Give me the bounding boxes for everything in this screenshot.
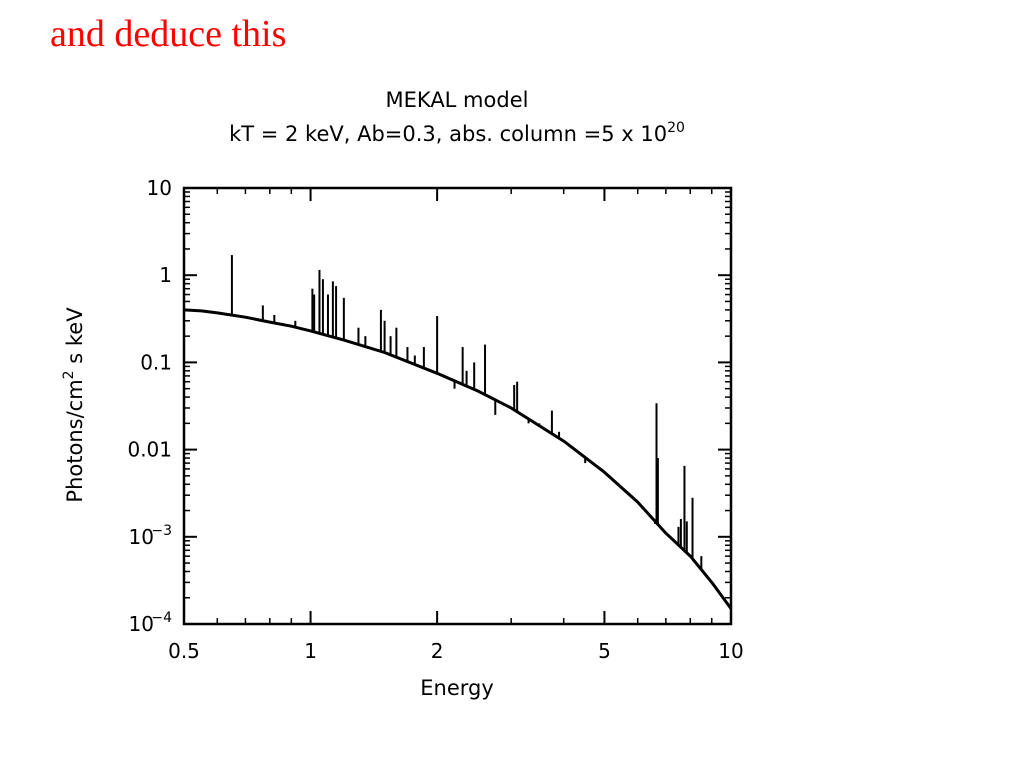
y-tick-label: 10 [147, 176, 172, 200]
y-tick-label-exponent: −4 [151, 610, 172, 626]
y-tick-label: 10 [129, 612, 154, 636]
x-tick-label: 1 [304, 639, 317, 663]
slide-heading: and deduce this [50, 13, 287, 55]
y-tick-label-base: 10 [129, 612, 154, 636]
y-tick-label-exponent: −3 [151, 523, 172, 539]
y-tick-label: 0.1 [140, 350, 172, 374]
chart-subtitle: kT = 2 keV, Ab=0.3, abs. column =5 x 102… [229, 120, 685, 146]
y-tick-label: 10 [129, 525, 154, 549]
y-axis-label: Photons/cm2 s keV [61, 307, 87, 503]
y-axis-label-exponent: 2 [61, 370, 77, 379]
continuum-curve [183, 308, 733, 610]
chart-title: MEKAL model [386, 88, 529, 112]
chart-subtitle-text: kT = 2 keV, Ab=0.3, abs. column =5 x 10 [229, 122, 667, 146]
x-tick-label: 5 [598, 639, 611, 663]
x-axis-label: Energy [420, 676, 494, 700]
y-tick-label: 0.01 [127, 438, 172, 462]
y-tick-label-base: 10 [129, 525, 154, 549]
x-tick-label: 10 [718, 639, 743, 663]
y-axis-label-suffix: s keV [63, 307, 87, 371]
plot-frame [182, 186, 733, 626]
chart-subtitle-exponent: 20 [667, 120, 685, 136]
y-axis-label-prefix: Photons/cm [63, 379, 87, 502]
x-tick-label: 0.5 [168, 639, 200, 663]
y-tick-label: 1 [159, 263, 172, 287]
x-tick-label: 2 [431, 639, 444, 663]
